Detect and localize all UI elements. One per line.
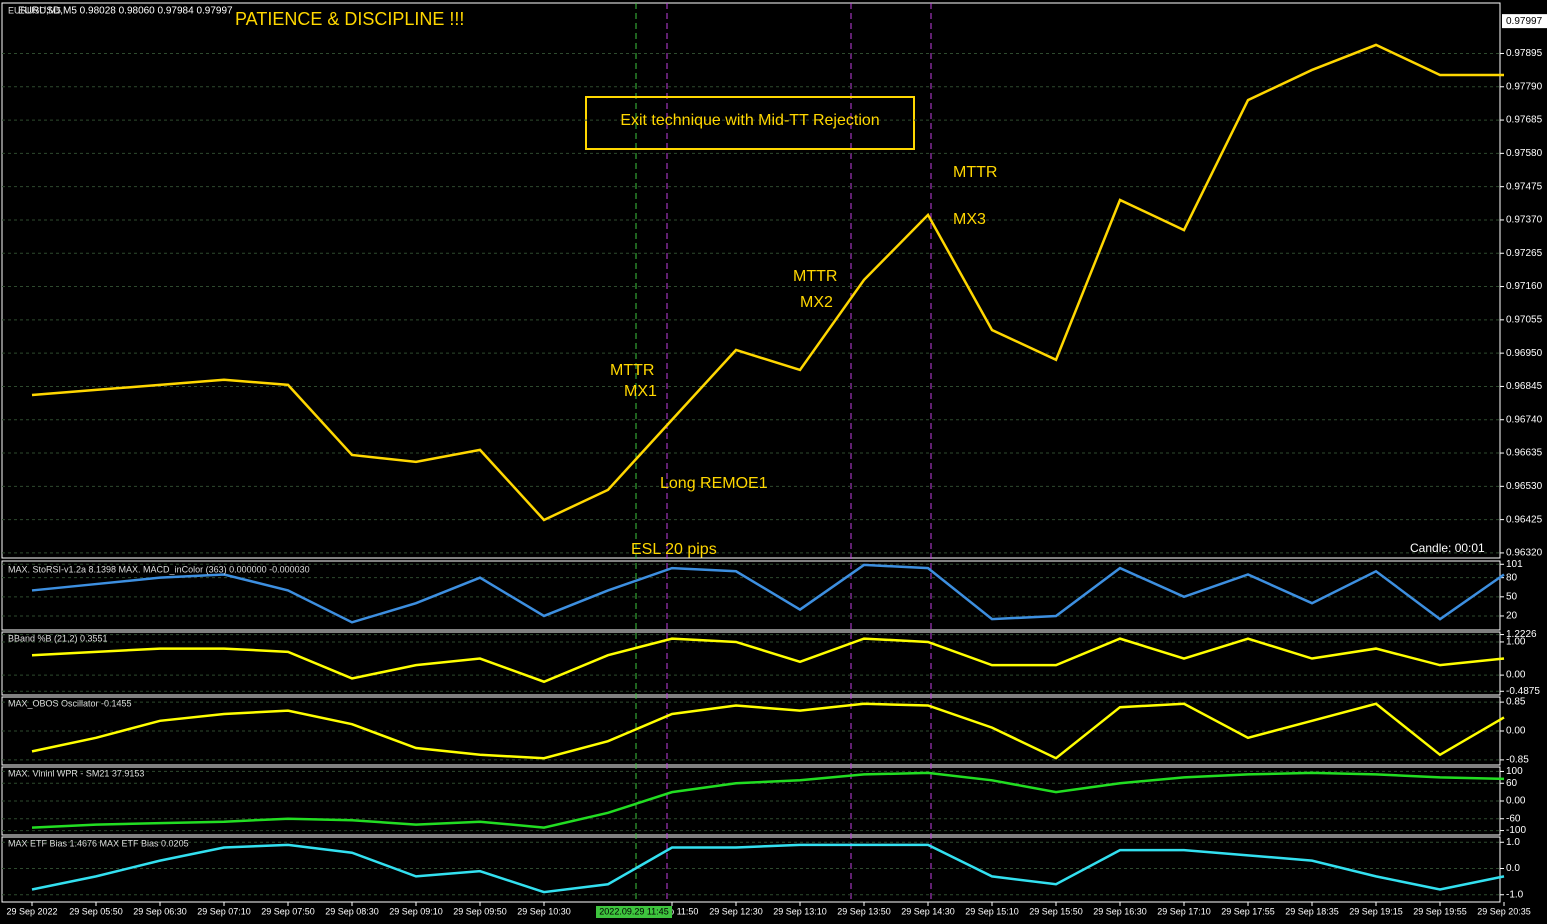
y-tick-label: 0.97580	[1506, 148, 1543, 159]
annotation: MX3	[953, 211, 986, 228]
y-tick-label: 0.97475	[1506, 181, 1543, 192]
last-price-box	[1502, 14, 1547, 29]
y-tick-label: 0.97265	[1506, 248, 1543, 259]
last-price-label: 0.97997	[1506, 16, 1543, 27]
y-tick-label: 1.2226	[1506, 629, 1537, 640]
y-tick-label: 0.97790	[1506, 81, 1543, 92]
x-tick-label: 29 Sep 07:50	[261, 906, 315, 916]
series-line	[31, 563, 1505, 624]
annotation: MX1	[624, 383, 657, 400]
page-title: PATIENCE & DISCIPLINE !!!	[235, 9, 464, 29]
y-tick-label: 50	[1506, 591, 1518, 602]
y-tick-label: 0.96950	[1506, 348, 1543, 359]
x-tick-label: 29 Sep 15:50	[1029, 906, 1083, 916]
x-tick-label: 29 Sep 16:30	[1093, 906, 1147, 916]
y-tick-label: 0.97055	[1506, 314, 1543, 325]
x-tick-label: 29 Sep 05:50	[69, 906, 123, 916]
y-tick-label: 1.0	[1506, 837, 1520, 848]
y-tick-label: 20	[1506, 611, 1518, 622]
cursor-label-box	[596, 906, 672, 918]
x-tick-label: 29 Sep 12:30	[709, 906, 763, 916]
x-tick-label: 29 Sep 2022	[6, 906, 57, 916]
y-tick-label: 0.0	[1506, 863, 1520, 874]
x-tick-label: 29 Sep 09:50	[453, 906, 507, 916]
x-tick-label: 29 Sep 09:10	[389, 906, 443, 916]
annotation: ESL 20 pips	[631, 541, 717, 558]
y-tick-label: 0.96320	[1506, 548, 1543, 559]
x-tick-label: 29 Sep 18:35	[1285, 906, 1339, 916]
y-tick-label: 0.00	[1506, 796, 1526, 807]
y-tick-label: 0.96530	[1506, 481, 1543, 492]
series-line	[31, 637, 1505, 684]
y-tick-label: 0.00	[1506, 670, 1526, 681]
panel-title: MAX_OBOS Oscillator -0.1455	[8, 698, 132, 708]
annotation-box	[585, 96, 915, 150]
annotation: Long REMOE1	[660, 475, 768, 492]
y-tick-label: 0.97160	[1506, 281, 1543, 292]
y-tick-label: 0.96425	[1506, 514, 1543, 525]
y-tick-label: 0.96845	[1506, 381, 1543, 392]
x-tick-label: 29 Sep 13:50	[837, 906, 891, 916]
y-tick-label: -60	[1506, 813, 1521, 824]
y-tick-label: -1.0	[1506, 889, 1524, 900]
header: EURUSD,M5 0.98028 0.98060 0.97984 0.9799…	[18, 6, 233, 17]
x-tick-label: 29 Sep 13:10	[773, 906, 827, 916]
x-tick-label: 29 Sep 17:55	[1221, 906, 1275, 916]
cursor-label: 2022.09.29 11:45	[599, 906, 668, 916]
y-tick-label: 1.00	[1506, 637, 1526, 648]
x-tick-label: 29 Sep 19:55	[1413, 906, 1467, 916]
x-tick-label: 29 Sep 10:30	[517, 906, 571, 916]
annotation: Exit technique with Mid-TT Rejection	[620, 112, 879, 129]
x-tick-label: 29 Sep 20:35	[1477, 906, 1531, 916]
annotation: MTTR	[953, 164, 997, 181]
y-tick-label: 0.00	[1506, 726, 1526, 737]
y-tick-label: -0.85	[1506, 755, 1529, 766]
series-line	[31, 702, 1505, 760]
y-tick-label: 0.96635	[1506, 448, 1543, 459]
y-tick-label: 0.96740	[1506, 414, 1543, 425]
x-tick-label: 29 Sep 15:10	[965, 906, 1019, 916]
y-tick-label: -0.4875	[1506, 686, 1540, 697]
y-tick-label: 0.97370	[1506, 215, 1543, 226]
series-line	[31, 771, 1505, 829]
panel-title: MAX ETF Bias 1.4676 MAX ETF Bias 0.0205	[8, 838, 189, 848]
annotation: MX2	[800, 294, 833, 311]
panel-title: BBand %B (21,2) 0.3551	[8, 633, 108, 643]
x-tick-label: 29 Sep 06:30	[133, 906, 187, 916]
y-tick-label: 60	[1506, 778, 1518, 789]
x-tick-label: 29 Sep 17:10	[1157, 906, 1211, 916]
y-tick-label: 0.97685	[1506, 115, 1543, 126]
x-tick-label: 29 Sep 08:30	[325, 906, 379, 916]
y-tick-label: 100	[1506, 766, 1523, 777]
annotation: MTTR	[793, 268, 837, 285]
y-tick-label: 101	[1506, 559, 1523, 570]
y-tick-label: 0.85	[1506, 697, 1526, 708]
panel-title: MAX. StoRSI-v1.2a 8.1398 MAX. MACD_inCol…	[8, 564, 310, 574]
series-line	[31, 43, 1504, 522]
series-line	[31, 843, 1505, 894]
y-tick-label: -100	[1506, 825, 1526, 836]
panel-title: MAX. Vininl WPR - SM21 37.9153	[8, 768, 144, 778]
y-tick-label: 80	[1506, 572, 1518, 583]
annotation: MTTR	[610, 362, 654, 379]
panel-title: EURUSD,M5	[8, 5, 61, 15]
x-tick-label: 29 Sep 07:10	[197, 906, 251, 916]
x-tick-label: 29 Sep 19:15	[1349, 906, 1403, 916]
annotation: Candle: 00:01	[1410, 541, 1485, 555]
y-tick-label: 0.97895	[1506, 48, 1543, 59]
x-tick-label: 29 Sep 14:30	[901, 906, 955, 916]
